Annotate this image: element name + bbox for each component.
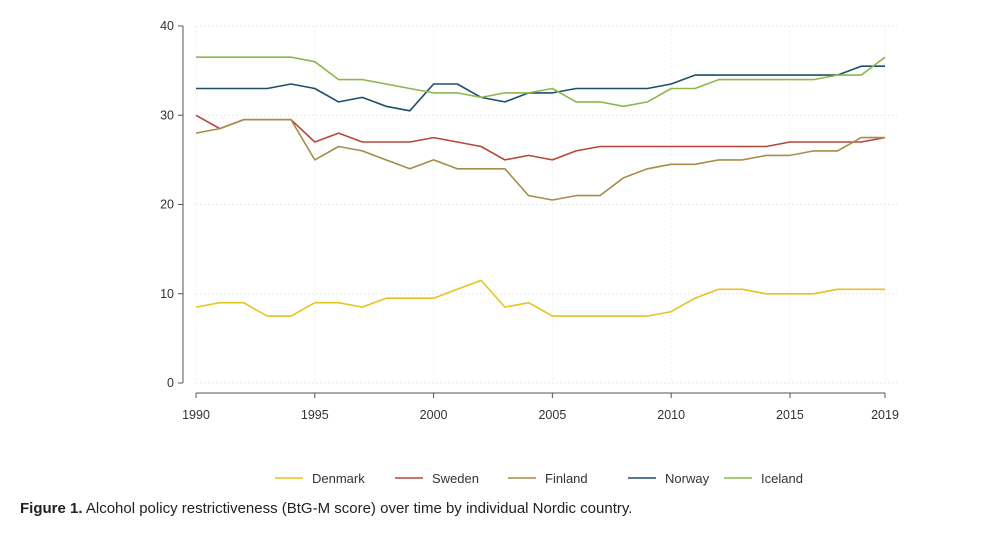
- x-tick-label-2015: 2015: [776, 408, 804, 422]
- y-tick-label-40: 40: [160, 19, 174, 33]
- y-tick-label-30: 30: [160, 108, 174, 122]
- x-tick-label-1995: 1995: [301, 408, 329, 422]
- series-line-finland: [195, 118, 885, 201]
- y-tick-label-20: 20: [160, 198, 174, 212]
- legend-label-finland: Finland: [545, 471, 588, 486]
- figure-caption: Figure 1. Alcohol policy restrictiveness…: [20, 500, 632, 517]
- x-tick-label-2010: 2010: [657, 408, 685, 422]
- series-line-iceland: [196, 56, 886, 108]
- legend-label-norway: Norway: [665, 471, 710, 486]
- x-tick-label-2019: 2019: [871, 408, 899, 422]
- legend-label-iceland: Iceland: [761, 471, 803, 486]
- series-line-norway: [196, 65, 885, 112]
- caption-label: Figure 1.: [20, 500, 83, 517]
- y-tick-label-10: 10: [160, 287, 174, 301]
- x-tick-label-1990: 1990: [182, 408, 210, 422]
- y-tick-label-0: 0: [167, 376, 174, 390]
- legend-label-denmark: Denmark: [312, 471, 365, 486]
- legend-label-sweden: Sweden: [432, 471, 479, 486]
- x-tick-label-2000: 2000: [420, 408, 448, 422]
- x-tick-label-2005: 2005: [538, 408, 566, 422]
- caption-text: Alcohol policy restrictiveness (BtG-M sc…: [82, 500, 633, 517]
- series-line-denmark: [195, 279, 885, 317]
- series-line-sweden: [195, 114, 886, 161]
